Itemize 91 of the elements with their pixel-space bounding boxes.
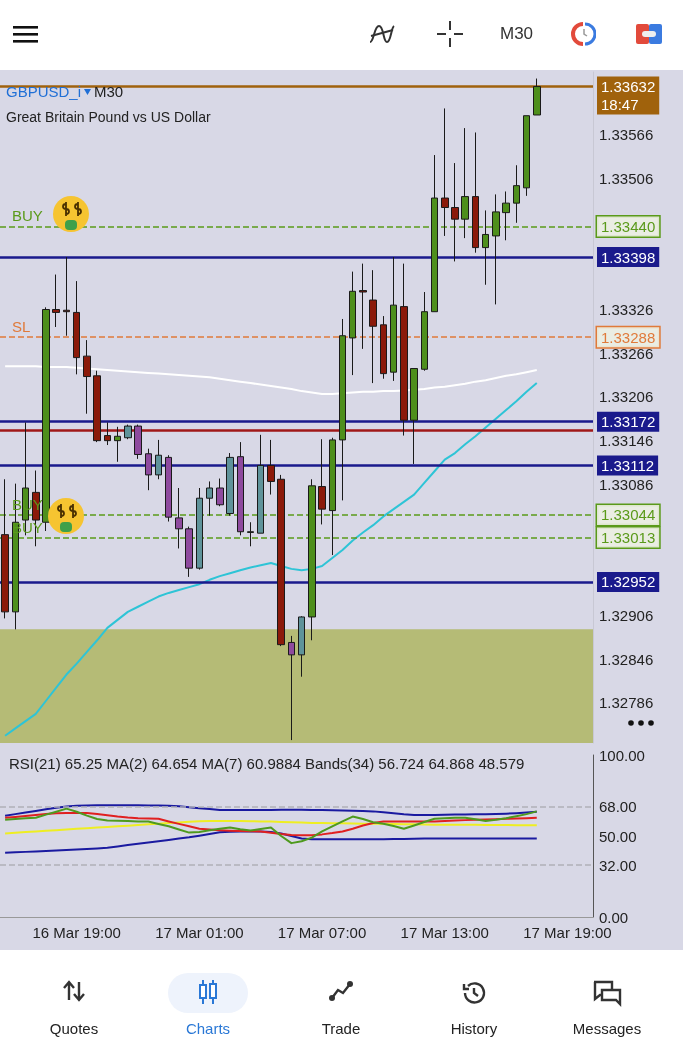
line-series	[4, 807, 538, 845]
candlestick	[196, 487, 203, 571]
y-tick-label: 1.33506	[599, 169, 654, 187]
candlestick	[114, 426, 121, 463]
candlestick	[318, 438, 326, 525]
candlestick	[145, 448, 152, 491]
candlestick	[472, 131, 479, 254]
y-tick-label: 32.00	[599, 856, 637, 874]
candlestick	[277, 474, 285, 647]
y-tick-label: 50.00	[599, 827, 637, 845]
ref-line-label: 1.33632 18:47	[601, 78, 656, 114]
line-series	[4, 819, 538, 835]
chart-title: RSI(21) 65.25 MA(2) 64.654 MA(7) 60.9884 Bands(34) 56.724 64.868 48.579	[9, 755, 525, 772]
x-tick-label: 17 Mar 01:00	[155, 924, 244, 941]
candlestick	[165, 454, 172, 523]
candlestick	[63, 256, 70, 337]
annotation: M30	[94, 83, 124, 100]
ref-line-label: 1.33044	[601, 506, 656, 524]
text: GBPUSD_i	[6, 83, 82, 100]
text: Great Britain Pound vs US Dollar	[6, 109, 211, 125]
candlestick	[93, 370, 101, 443]
text: History	[449, 1020, 499, 1037]
candlestick	[185, 526, 193, 578]
candlestick	[421, 291, 428, 372]
candlestick	[298, 615, 305, 678]
ref-line-label: 1.33013	[601, 529, 656, 547]
candlestick	[134, 424, 142, 460]
ref-line-label: 1.33172	[601, 413, 656, 431]
y-tick-label: 1.33206	[599, 388, 654, 406]
line-series	[4, 830, 538, 854]
text: Messages	[571, 1020, 643, 1037]
candlestick	[369, 269, 377, 384]
line-series	[4, 812, 538, 837]
candlestick	[390, 256, 397, 382]
candlestick	[175, 487, 183, 549]
line-series	[4, 382, 538, 737]
candlestick	[1, 478, 9, 619]
candlestick	[83, 339, 91, 415]
text: Quotes	[48, 1020, 100, 1037]
candlestick	[451, 162, 459, 262]
candlestick	[216, 478, 224, 507]
text: Trade	[320, 1020, 362, 1037]
annotation: BUY	[12, 207, 43, 225]
candlestick	[441, 107, 449, 237]
y-tick-label: 1.32846	[599, 650, 654, 668]
text: M30	[500, 24, 534, 44]
text: Charts	[184, 1020, 232, 1037]
ref-line-label: 1.32952	[601, 573, 656, 591]
candlestick	[339, 318, 346, 501]
candlestick	[513, 164, 520, 224]
y-tick-label: 1.32906	[599, 607, 654, 624]
y-tick-label: 100.00	[599, 746, 645, 764]
line-series	[4, 804, 538, 817]
candlestick	[359, 263, 367, 350]
candlestick	[349, 271, 356, 376]
candlestick	[104, 421, 111, 446]
ref-line-label: 1.33112	[601, 456, 655, 474]
candlestick	[400, 263, 408, 437]
ref-line-label: 1.33398	[601, 248, 656, 266]
candlestick	[73, 280, 80, 375]
candlestick	[380, 315, 387, 380]
x-tick-label: 16 Mar 19:00	[32, 924, 121, 941]
candlestick	[247, 521, 254, 547]
candlestick	[124, 424, 132, 440]
candlestick	[52, 274, 60, 328]
y-tick-label: 0.00	[599, 908, 629, 926]
y-tick-label: 1.33266	[599, 344, 654, 362]
x-tick-label: 17 Mar 07:00	[277, 924, 367, 941]
candlestick	[237, 441, 244, 536]
y-tick-label: 68.00	[599, 798, 637, 816]
candlestick	[155, 439, 162, 480]
candlestick	[288, 635, 295, 741]
line-series	[4, 365, 538, 396]
y-tick-label: 1.33566	[599, 126, 654, 144]
candlestick	[267, 439, 275, 496]
annotation: SL	[12, 318, 31, 336]
y-tick-label: 1.33086	[599, 475, 654, 493]
x-tick-label: 17 Mar 13:00	[400, 924, 489, 941]
y-tick-label: 1.33326	[599, 301, 654, 319]
candlestick	[206, 480, 213, 517]
ref-line-label: 1.33440	[601, 217, 656, 235]
y-tick-label: 1.33146	[599, 432, 654, 450]
candlestick	[226, 452, 234, 517]
candlestick	[431, 154, 438, 313]
candlestick	[410, 368, 418, 465]
candlestick	[257, 434, 264, 534]
x-tick-label: 17 Mar 19:00	[523, 924, 612, 941]
candlestick	[523, 115, 530, 197]
candlestick	[533, 78, 541, 116]
ref-line-label: 1.33288	[601, 328, 656, 346]
y-tick-label: 1.32786	[599, 694, 654, 712]
